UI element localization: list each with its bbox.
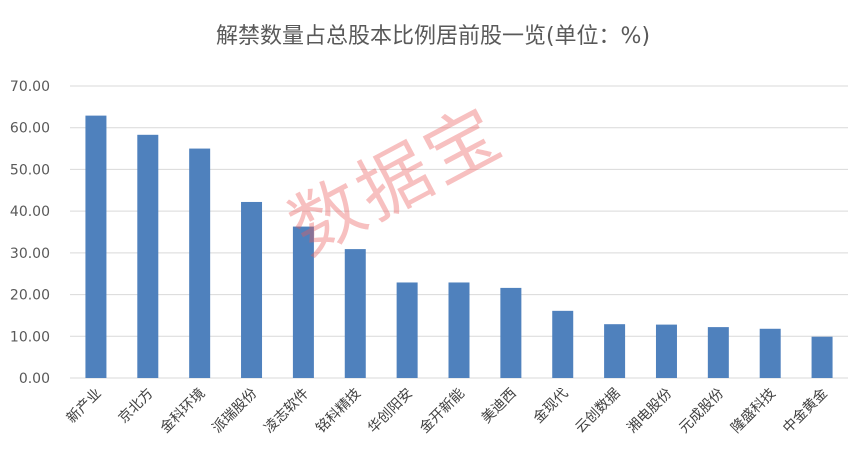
y-tick-label: 30.00 xyxy=(10,246,50,262)
bar xyxy=(759,328,781,378)
bar xyxy=(396,282,418,378)
chart-title: 解禁数量占总股本比例居前股一览(单位：%) xyxy=(215,24,651,49)
y-tick-label: 0.00 xyxy=(19,371,50,387)
bar xyxy=(500,287,522,378)
x-tick-label: 隆盛科技 xyxy=(728,386,779,437)
y-tick-label: 40.00 xyxy=(10,204,50,220)
bar xyxy=(604,324,626,378)
x-tick-label: 云创数据 xyxy=(573,386,624,437)
x-tick-label: 新产业 xyxy=(64,386,105,427)
y-tick-label: 60.00 xyxy=(10,121,50,137)
x-tick-label: 华创阳安 xyxy=(365,386,416,437)
y-tick-label: 70.00 xyxy=(10,79,50,95)
bar xyxy=(811,336,833,378)
bar xyxy=(655,324,677,378)
x-tick-label: 中金黄金 xyxy=(779,385,831,437)
y-tick-label: 50.00 xyxy=(10,162,50,178)
bar xyxy=(292,226,314,378)
bar xyxy=(552,310,574,378)
bar xyxy=(85,115,107,379)
x-tick-label: 派瑞股份 xyxy=(209,386,260,437)
x-tick-label: 铭科精技 xyxy=(313,386,364,437)
y-tick-label: 10.00 xyxy=(10,329,50,345)
bar xyxy=(707,327,729,378)
bar xyxy=(448,282,470,378)
bar xyxy=(189,148,211,378)
x-tick-label: 金开新能 xyxy=(417,386,468,437)
bar xyxy=(241,201,263,378)
x-tick-label: 湘电股份 xyxy=(624,386,675,437)
x-tick-label: 金科环境 xyxy=(158,386,209,437)
x-tick-label: 京北方 xyxy=(116,386,157,427)
x-tick-label: 金现代 xyxy=(531,386,572,427)
x-tick-label: 美迪西 xyxy=(479,386,520,427)
x-tick-label: 元成股份 xyxy=(676,386,727,437)
y-tick-label: 20.00 xyxy=(10,288,50,304)
bar xyxy=(137,134,159,378)
bar xyxy=(344,249,366,378)
x-tick-label: 凌志软件 xyxy=(261,386,312,437)
